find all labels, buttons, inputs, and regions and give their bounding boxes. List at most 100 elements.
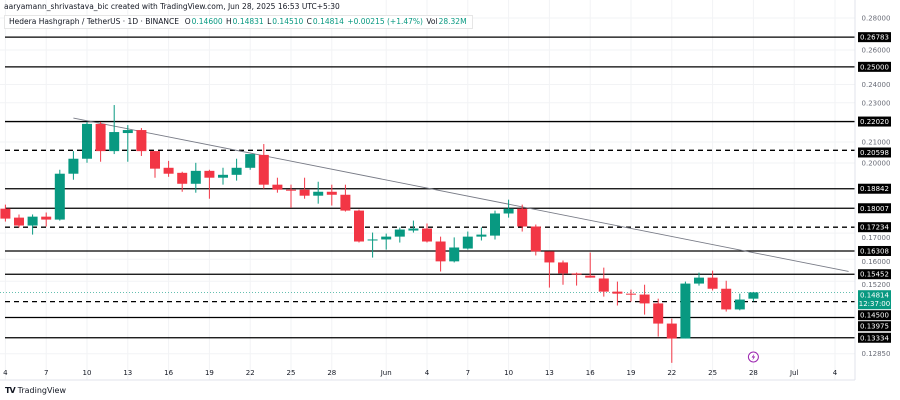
level-label: 0.13334 [860,334,889,342]
grid [0,0,855,380]
level-label-box [858,269,891,280]
candle-bullish [68,151,79,180]
symbol-label[interactable]: Hedera Hashgraph / TetherUS · 1D · BINAN… [9,17,179,26]
candle-bearish [626,289,636,302]
candle-bullish [680,281,691,339]
candle-body [150,151,160,169]
low-label: L [267,17,272,26]
level-label-box [858,116,891,127]
candle-body [721,288,732,310]
level-label-box [858,61,891,72]
candles [0,105,759,363]
candle-bearish [258,144,269,189]
candle-body [95,123,106,152]
x-tick-label: Jun [380,369,392,377]
x-tick-label: 25 [708,369,717,377]
candle-body [68,158,79,174]
candle-bearish [163,160,174,177]
candle-body [218,174,228,178]
y-tick-label: 0.20000 [862,160,891,168]
level-label: 0.14500 [860,312,889,320]
level-label: 0.17234 [860,224,889,232]
candle-body [490,213,500,236]
lightning-icon[interactable] [747,351,759,363]
candle-bullish [313,181,324,204]
level-label-box [858,222,891,233]
candle-body [177,172,188,184]
candle-body [354,210,364,242]
x-tick-label: 16 [164,369,173,377]
candle-body [394,229,405,237]
candle-bearish [530,224,541,256]
candle-bearish [585,252,596,278]
candle-bearish [639,284,650,315]
x-tick-label: 7 [466,369,470,377]
level-label: 0.20598 [860,149,889,157]
markers [747,351,759,363]
x-tick-label: 22 [667,369,676,377]
candle-body [109,132,120,152]
candle-bearish [612,281,623,306]
level-label: 0.15452 [860,271,889,279]
candle-body [680,283,691,339]
x-tick-label: 10 [83,369,92,377]
x-tick-label: 7 [44,369,48,377]
high-value: 0.14831 [232,17,264,26]
countdown-timer: 12:37:00 [859,300,890,308]
close-value: 0.14814 [312,17,344,26]
candle-bullish [462,231,473,250]
last-price-box [858,290,891,310]
candle-body [748,292,759,299]
candle-bearish [14,214,24,228]
candle-bearish [41,212,52,227]
candle-bearish [666,318,677,363]
candle-body [612,291,623,294]
x-tick-label: 22 [246,369,255,377]
candle-bullish [218,167,228,185]
x-tick-label: 13 [123,369,132,377]
candle-bearish [598,267,609,297]
close-label: C [306,17,312,26]
time-axis[interactable]: 4 7 10 13 16 19 22 25 28 Jun 4 7 10 13 16 19 22 25 28 Jul 4 [0,369,855,381]
level-label: 0.13975 [860,323,889,331]
trendline-layer [73,117,849,272]
candle-body [544,251,555,263]
level-label: 0.18842 [860,185,889,193]
candle-bullish [408,220,419,233]
candle-bullish [503,199,514,218]
candle-body [299,189,310,196]
candle-body [626,293,636,295]
ohlc-legend: Hedera Hashgraph / TetherUS · 1D · BINAN… [4,15,473,29]
chart-credit: aaryamann_shrivastava_bic created with T… [4,2,340,11]
open-label: O [184,17,191,26]
candle-bearish [544,251,555,288]
candle-body [0,208,11,219]
y-tick-label: 0.12850 [862,350,891,358]
candle-bearish [177,171,188,192]
x-tick-label: 4 [425,369,430,377]
low-value: 0.14510 [272,17,304,26]
candle-bullish [748,291,759,302]
candle-bullish [490,210,500,240]
price-axis[interactable]: 0.28000 0.26783 0.26000 0.25000 0.24000 0.230… [854,0,900,380]
level-label: 0.22020 [860,118,889,126]
last-price-value: 0.14814 [860,292,889,300]
x-tick-label: 4 [3,369,8,377]
x-tick-label: 19 [627,369,636,377]
tradingview-logo-icon: TV [5,386,16,395]
candle-bearish [435,236,446,272]
candle-body [136,130,147,152]
lightning-bolt [751,353,756,361]
x-tick-label: Jul [789,369,799,377]
candle-body [14,217,24,226]
x-tick-label: 28 [327,369,336,377]
candle-body [326,191,337,195]
candle-body [462,236,473,249]
candle-bullish [122,125,133,162]
candle-body [435,241,446,262]
footer: TV TradingView [5,386,66,395]
candle-bullish [476,227,487,241]
candle-bearish [571,272,582,286]
candle-body [286,189,296,191]
